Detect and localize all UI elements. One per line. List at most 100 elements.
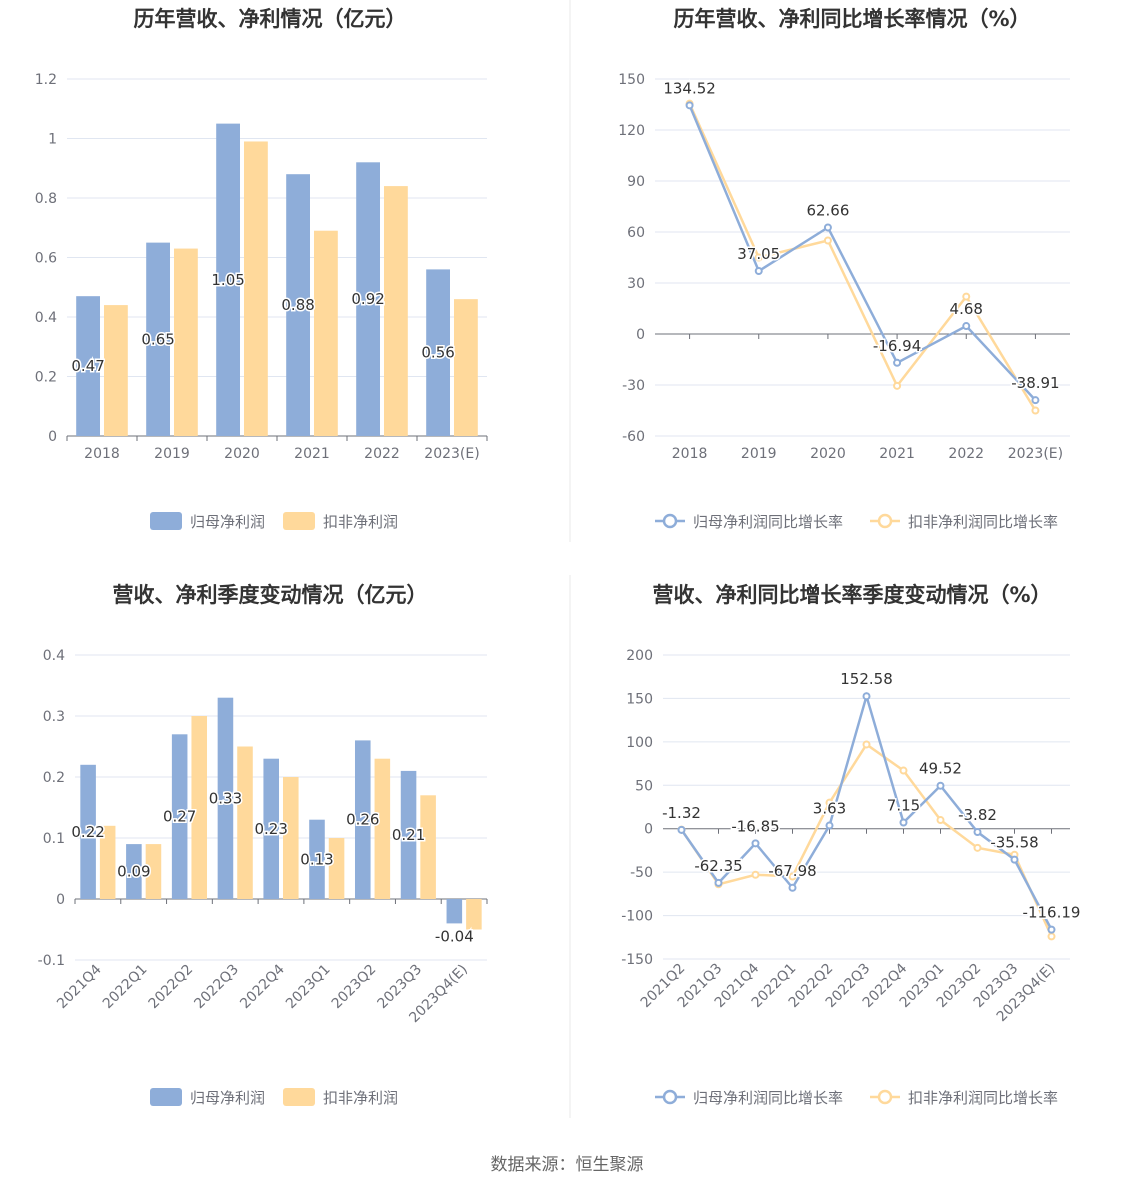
- data-label: 3.63: [813, 800, 846, 818]
- bar-deducted-net-profit: [104, 305, 128, 436]
- data-label: 152.58: [840, 670, 893, 688]
- legend-marker: [877, 513, 893, 529]
- legend-swatch: [283, 1088, 315, 1106]
- bar-deducted-net-profit: [374, 758, 391, 899]
- y-tick-label: 0.6: [35, 251, 57, 267]
- legend-marker: [662, 1089, 678, 1105]
- data-label: -116.19: [1023, 904, 1081, 922]
- x-tick-label: 2020: [810, 446, 846, 462]
- data-label: -38.91: [1011, 374, 1059, 392]
- y-tick-label: 60: [627, 225, 645, 241]
- bar-deducted-net-profit: [237, 746, 253, 899]
- line-point: [936, 816, 945, 825]
- line-point: [862, 692, 871, 701]
- x-tick-label: 2022Q1: [100, 962, 151, 1013]
- data-label: -16.85: [731, 817, 779, 835]
- y-tick-label: 0.4: [35, 310, 57, 326]
- chart-3: 营收、净利季度变动情况（亿元）-0.100.10.20.30.42021Q420…: [38, 583, 488, 1107]
- line-point: [1031, 396, 1040, 405]
- bar-parent-net-profit: [426, 269, 450, 436]
- y-tick-label: 150: [618, 72, 645, 88]
- data-label: -1.32: [662, 804, 701, 822]
- bar-deducted-net-profit: [328, 838, 345, 899]
- line-point: [1047, 925, 1056, 934]
- bar-parent-net-profit: [146, 242, 170, 436]
- y-tick-label: -30: [622, 378, 645, 394]
- y-tick-label: 0.8: [35, 191, 57, 207]
- x-tick-label: 2023(E): [424, 446, 479, 462]
- bar-parent-net-profit: [286, 174, 310, 436]
- bar-deducted-net-profit: [384, 186, 408, 436]
- line-deducted-growth: [688, 103, 1037, 412]
- line-point: [973, 828, 982, 837]
- data-label: 0.26: [346, 811, 379, 829]
- data-label: 0.92: [351, 290, 384, 308]
- data-label: 49.52: [919, 760, 962, 778]
- x-tick-label: 2022: [364, 446, 400, 462]
- y-tick-label: 0.2: [35, 370, 57, 386]
- bar-parent-net-profit: [80, 764, 96, 899]
- line-point: [751, 870, 760, 879]
- x-tick-label: 2021: [879, 446, 915, 462]
- y-tick-label: -100: [621, 909, 653, 925]
- y-tick-label: 50: [635, 778, 653, 794]
- line-point: [677, 825, 686, 834]
- line-point: [825, 821, 834, 830]
- legend: 归母净利润 扣非净利润: [150, 512, 398, 531]
- data-label: 0.09: [117, 863, 150, 881]
- bar-deducted-net-profit: [283, 777, 299, 899]
- y-tick-label: 0: [644, 822, 653, 838]
- data-label: -35.58: [990, 834, 1038, 852]
- line-point: [899, 766, 908, 775]
- y-tick-label: 0: [636, 327, 645, 343]
- legend-marker: [877, 1089, 893, 1105]
- data-label: 0.47: [71, 357, 104, 375]
- data-label: 0.33: [209, 789, 242, 807]
- line-point: [1031, 406, 1040, 415]
- data-label: 62.66: [806, 201, 849, 219]
- y-tick-label: 90: [627, 174, 645, 190]
- line-point: [862, 740, 871, 749]
- data-label: 134.52: [663, 79, 716, 97]
- bar-parent-net-profit: [400, 770, 417, 899]
- line-point: [788, 883, 797, 892]
- x-tick-label: 2023Q2: [329, 962, 380, 1013]
- legend-marker: [662, 513, 678, 529]
- data-label: 0.27: [163, 808, 196, 826]
- data-label: 0.21: [392, 826, 425, 844]
- data-label: -67.98: [768, 862, 816, 880]
- legend-label: 扣非净利润同比增长率: [908, 513, 1058, 531]
- legend: 归母净利润同比增长率 扣非净利润同比增长率: [655, 1089, 1058, 1107]
- data-label: 0.13: [300, 850, 333, 868]
- bar-deducted-net-profit: [174, 248, 198, 436]
- x-tick-label: 2020: [224, 446, 260, 462]
- bar-parent-net-profit: [216, 123, 240, 436]
- data-label: 37.05: [737, 245, 780, 263]
- chart-title: 营收、净利同比增长率季度变动情况（%）: [652, 583, 1051, 607]
- legend: 归母净利润同比增长率 扣非净利润同比增长率: [655, 513, 1058, 531]
- line-point: [899, 818, 908, 827]
- line-point: [1047, 932, 1056, 941]
- y-tick-label: -50: [630, 865, 653, 881]
- line-point: [962, 322, 971, 331]
- data-label: 1.05: [211, 271, 244, 289]
- x-tick-label: 2022Q2: [146, 962, 197, 1013]
- data-label: 0.65: [141, 330, 174, 348]
- chart-2: 历年营收、净利同比增长率情况（%） -60 -30 0 30 60 90 120 150 2018…: [618, 7, 1070, 531]
- y-tick-label: 1.2: [35, 72, 57, 88]
- line-point: [754, 253, 763, 262]
- y-tick-label: 200: [626, 648, 653, 664]
- y-tick-label: -150: [621, 952, 653, 968]
- bar-deducted-net-profit: [145, 844, 162, 899]
- line-point: [823, 236, 832, 245]
- chart-title: 营收、净利季度变动情况（亿元）: [113, 583, 428, 607]
- data-label: 0.56: [421, 344, 454, 362]
- legend-swatch: [150, 1088, 182, 1106]
- data-label: 0.23: [255, 820, 288, 838]
- x-tick-label: 2018: [672, 446, 708, 462]
- data-label: -0.04: [435, 927, 474, 945]
- y-tick-label: 0.1: [43, 831, 65, 847]
- data-label: -62.35: [694, 857, 742, 875]
- source-note: 数据来源：恒生聚源: [490, 1155, 644, 1175]
